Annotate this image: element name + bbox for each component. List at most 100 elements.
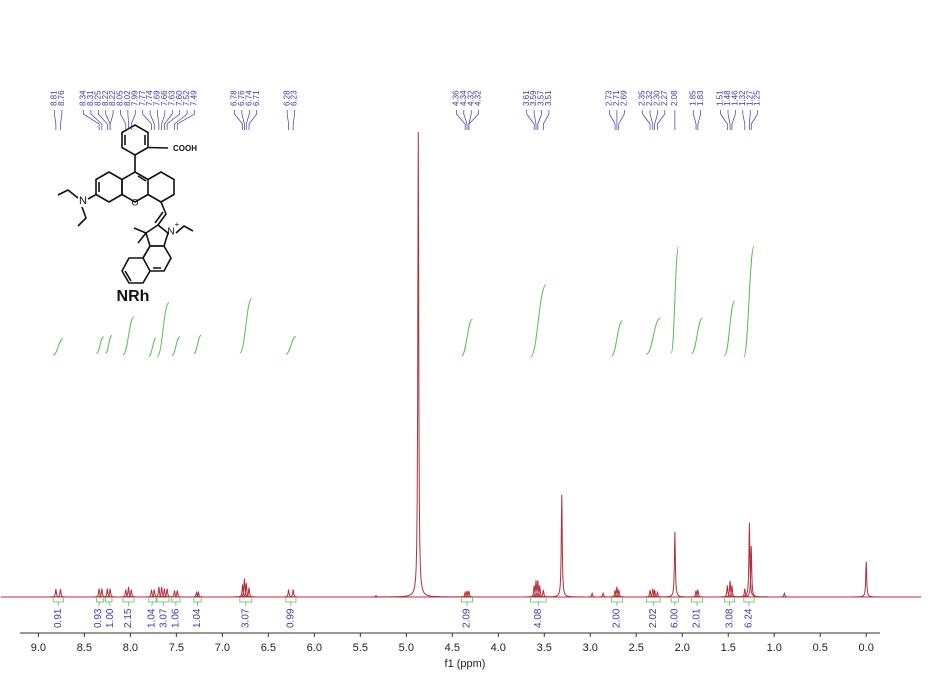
- charge-label: +: [175, 220, 180, 229]
- peak-connector: [649, 110, 654, 130]
- peak-connector: [157, 110, 160, 130]
- peak-connector: [174, 110, 188, 130]
- bond: [87, 193, 97, 200]
- peak-label: 8.81: [50, 90, 59, 106]
- peak-label: 3.59: [529, 90, 538, 106]
- integral-bracket: [95, 598, 105, 607]
- peak-label: 2.69: [619, 90, 628, 106]
- ring: [95, 171, 123, 203]
- integral-label: 2.09: [462, 608, 473, 628]
- integral-bracket: [530, 598, 547, 606]
- integral-curve: [743, 245, 755, 358]
- peak-connector: [164, 110, 173, 130]
- peak-label: 4.32: [474, 90, 483, 106]
- methyl: [133, 227, 147, 244]
- peak-connector: [248, 110, 258, 130]
- peak-connector: [731, 110, 736, 130]
- peak-label: 7.49: [190, 90, 199, 106]
- integral-label: 2.02: [648, 608, 659, 628]
- peak-label: 2.73: [605, 90, 614, 106]
- peak-label: 1.46: [731, 90, 740, 106]
- x-tick-label: 5.0: [399, 642, 414, 654]
- peak-label: 7.63: [167, 90, 176, 106]
- bond: [147, 146, 169, 149]
- integral-bracket: [105, 598, 113, 607]
- integral-bracket: [193, 598, 202, 606]
- x-tick-label: 6.0: [307, 642, 322, 654]
- peak-connector: [697, 110, 702, 130]
- peak-label: 2.30: [653, 90, 662, 106]
- structure: O N N + COOH NRh: [57, 124, 197, 305]
- peak: [106, 586, 217, 598]
- peak-label: 1.83: [696, 90, 705, 106]
- integral-curve: [105, 334, 113, 354]
- peak: [54, 588, 166, 598]
- peak-label: 1.48: [723, 90, 732, 106]
- peak-connector: [90, 110, 103, 130]
- peak-connector: [234, 110, 243, 130]
- peak-label: 4.34: [459, 90, 468, 106]
- peak: [619, 531, 731, 598]
- integral-label: 2.01: [692, 608, 703, 628]
- peak-label: 1.51: [716, 90, 725, 106]
- integral-curve: [148, 337, 157, 358]
- peak-label: 7.69: [153, 90, 162, 106]
- peak-connector: [105, 110, 111, 130]
- peak: [811, 561, 922, 598]
- peak: [46, 588, 158, 598]
- peak-connector: [54, 110, 57, 130]
- integral-label: 1.06: [171, 608, 182, 628]
- peak: [363, 131, 474, 598]
- peak: [119, 590, 230, 598]
- integral-curve: [156, 302, 170, 358]
- integral-curve: [193, 334, 202, 355]
- integral-curve: [52, 338, 64, 356]
- integral-label: 6.00: [670, 608, 681, 628]
- integral-bracket: [743, 598, 755, 606]
- integral-curve: [122, 316, 135, 356]
- x-tick-label: 3.0: [583, 642, 598, 654]
- atom-o: O: [131, 197, 138, 207]
- peak-connector: [130, 110, 136, 130]
- integral-label: 2.00: [612, 608, 623, 628]
- integral-curve: [670, 246, 680, 354]
- integral-bracket: [285, 598, 297, 606]
- x-tick-label: 1.5: [721, 642, 736, 654]
- integral-curve: [530, 284, 547, 358]
- peak-connector: [642, 110, 651, 130]
- peak-connector: [245, 110, 250, 130]
- peak-label: 4.36: [451, 90, 460, 106]
- peak: [0, 589, 112, 598]
- integral-curve: [285, 336, 297, 355]
- integral-curve: [690, 317, 703, 355]
- integral-bracket: [611, 598, 623, 606]
- integral-curve: [96, 336, 104, 354]
- integral-bracket: [645, 598, 661, 606]
- peak-label: 7.99: [130, 90, 139, 106]
- integral-label: 2.15: [123, 608, 134, 628]
- vinyl: [154, 201, 167, 226]
- peak-connector: [60, 110, 63, 130]
- peak: [122, 590, 233, 598]
- x-tick-label: 9.0: [31, 642, 46, 654]
- peak-connector: [127, 110, 129, 130]
- integral-bracket: [148, 598, 157, 607]
- peak-connector: [292, 110, 295, 130]
- peak-label: 8.05: [116, 90, 125, 106]
- integral-curve: [724, 300, 736, 357]
- peak: [672, 585, 783, 598]
- integral-label: 0.93: [93, 608, 104, 628]
- peak-label: 8.25: [93, 90, 102, 106]
- peak-label: 2.71: [612, 90, 621, 106]
- integral-label: 3.08: [724, 608, 735, 628]
- peak-label: 2.08: [670, 90, 679, 106]
- x-tick-label: 4.5: [445, 642, 460, 654]
- peak-connector: [468, 110, 479, 130]
- peak-label: 1.27: [745, 90, 754, 106]
- x-tick-label: 0.0: [859, 642, 874, 654]
- peak-label: 3.61: [522, 90, 531, 106]
- peak-label: 6.76: [237, 90, 246, 106]
- compound-name: NRh: [117, 288, 150, 305]
- peak-label: 3.57: [537, 90, 546, 106]
